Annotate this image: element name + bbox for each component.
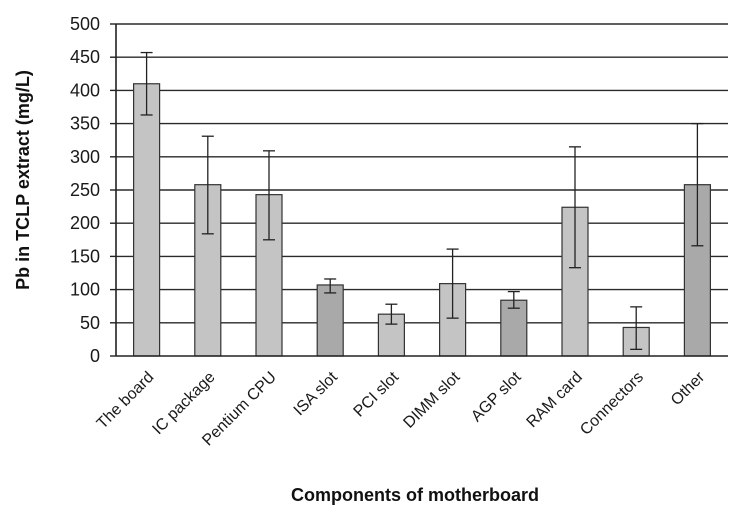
y-axis-title: Pb in TCLP extract (mg/L) — [13, 70, 33, 290]
x-axis-title: Components of motherboard — [291, 485, 539, 505]
y-tick-label: 500 — [70, 14, 100, 34]
y-tick-label: 100 — [70, 280, 100, 300]
error-bar — [691, 122, 704, 247]
error-bar — [507, 290, 520, 309]
error-bar — [324, 278, 337, 294]
y-tick-label: 450 — [70, 47, 100, 67]
axes — [110, 23, 728, 357]
error-bar — [569, 146, 581, 269]
bar-isa-slot — [316, 284, 344, 357]
y-tick-label: 350 — [70, 114, 100, 134]
x-tick-label: DIMM slot — [400, 368, 463, 431]
error-bar — [263, 150, 275, 241]
y-tick-labels: 0 50 100 150 200 250 300 350 400 450 500 — [70, 14, 100, 366]
x-tick-label: AGP slot — [468, 368, 525, 425]
bars — [133, 83, 712, 357]
y-tick-label: 0 — [90, 346, 100, 366]
y-tick-label: 50 — [80, 313, 100, 333]
error-bar — [446, 248, 459, 319]
error-bars — [140, 51, 704, 351]
x-tick-label: ISA slot — [291, 368, 342, 419]
y-tick-label: 200 — [70, 213, 100, 233]
x-tick-label: Other — [668, 368, 709, 409]
y-tick-label: 300 — [70, 147, 100, 167]
error-bar — [385, 303, 398, 325]
x-tick-label: Connectors — [577, 369, 647, 439]
x-tick-label: RAM card — [524, 369, 586, 431]
error-bar — [201, 135, 214, 235]
bar-the-board — [133, 83, 161, 357]
error-bar — [630, 306, 643, 351]
bar-agp-slot — [500, 299, 528, 357]
x-tick-label: The board — [94, 369, 158, 433]
x-tick-label: PCI slot — [351, 368, 403, 420]
y-tick-label: 150 — [70, 246, 100, 266]
error-bar — [140, 51, 153, 116]
y-tick-label: 400 — [70, 80, 100, 100]
y-tick-label: 250 — [70, 180, 100, 200]
